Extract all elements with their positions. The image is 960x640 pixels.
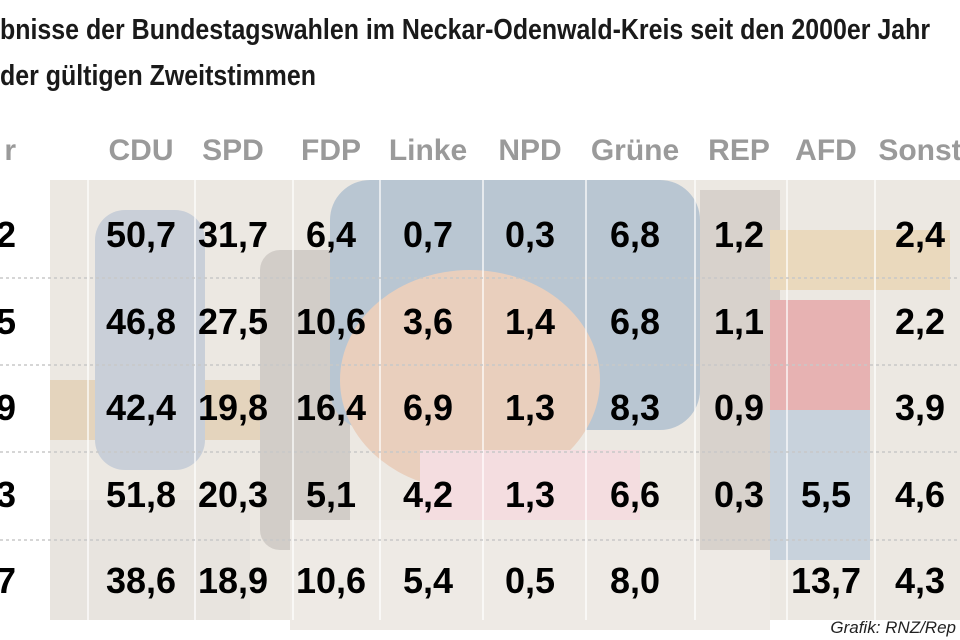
table-cell-value: 0,5 [505, 560, 555, 601]
table-cell-value: 10,6 [296, 301, 366, 342]
row-year-label: 02 [0, 214, 16, 255]
table-cell-value: 4,3 [895, 560, 945, 601]
column-header-sonst: Sonst [878, 134, 960, 167]
table-cell-value: 2,4 [895, 214, 945, 255]
table-cell-value: 6,6 [610, 474, 660, 515]
chart-credit: Grafik: RNZ/Rep [830, 618, 956, 637]
table-cell-value: 46,8 [106, 301, 176, 342]
table-cell-value: 27,5 [198, 301, 268, 342]
table-cell-value: 50,7 [106, 214, 176, 255]
table-cell-value: 6,4 [306, 214, 356, 255]
table-cell-value: 18,9 [198, 560, 268, 601]
table-cell-value: 10,6 [296, 560, 366, 601]
table-cell-value: 1,2 [714, 214, 764, 255]
column-header-npd: NPD [498, 134, 561, 167]
table-cell-value: 20,3 [198, 474, 268, 515]
table-cell-value: 19,8 [198, 387, 268, 428]
row-year-label: 7 [0, 560, 16, 601]
row-year-label: 05 [0, 301, 16, 342]
table-cell-value: 3,9 [895, 387, 945, 428]
table-cell-value: 0,9 [714, 387, 764, 428]
table-cell-value: 5,5 [801, 474, 851, 515]
row-year-label: 3 [0, 474, 16, 515]
column-header-fdp: FDP [301, 134, 361, 167]
column-header-rep: REP [708, 134, 770, 167]
table-cell-value: 1,4 [505, 301, 555, 342]
table-cell-value: 0,3 [505, 214, 555, 255]
table-cell-value: 13,7 [791, 560, 861, 601]
table-cell-value: 6,8 [610, 214, 660, 255]
table-cell-value: 8,3 [610, 387, 660, 428]
table-cell-value: 8,0 [610, 560, 660, 601]
table-cell-value: 0,7 [403, 214, 453, 255]
table-cell-value: 6,8 [610, 301, 660, 342]
table-cell-value: 1,3 [505, 474, 555, 515]
table-cell-value: 51,8 [106, 474, 176, 515]
column-header-grüne: Grüne [591, 134, 679, 167]
column-header-cdu: CDU [109, 134, 174, 167]
table-cell-value: 1,3 [505, 387, 555, 428]
column-header-linke: Linke [389, 134, 467, 167]
table-cell-value: 4,2 [403, 474, 453, 515]
chart-subtitle: der gültigen Zweitstimmen [0, 60, 316, 92]
table-cell-value: 2,2 [895, 301, 945, 342]
table-cell-value: 5,1 [306, 474, 356, 515]
chart-title: bnisse der Bundestagswahlen im Neckar-Od… [0, 14, 931, 46]
column-header-afd: AFD [795, 134, 857, 167]
table-cell-value: 38,6 [106, 560, 176, 601]
table-cell-value: 16,4 [296, 387, 366, 428]
table-cell-value: 5,4 [403, 560, 453, 601]
table-cell-value: 0,3 [714, 474, 764, 515]
table-cell-value: 42,4 [106, 387, 176, 428]
row-year-label: 09 [0, 387, 16, 428]
table-cell-value: 1,1 [714, 301, 764, 342]
table-cell-value: 31,7 [198, 214, 268, 255]
year-column-header: r [4, 134, 16, 167]
table-cell-value: 6,9 [403, 387, 453, 428]
table-cell-value: 4,6 [895, 474, 945, 515]
column-header-spd: SPD [202, 134, 264, 167]
table-cell-value: 3,6 [403, 301, 453, 342]
